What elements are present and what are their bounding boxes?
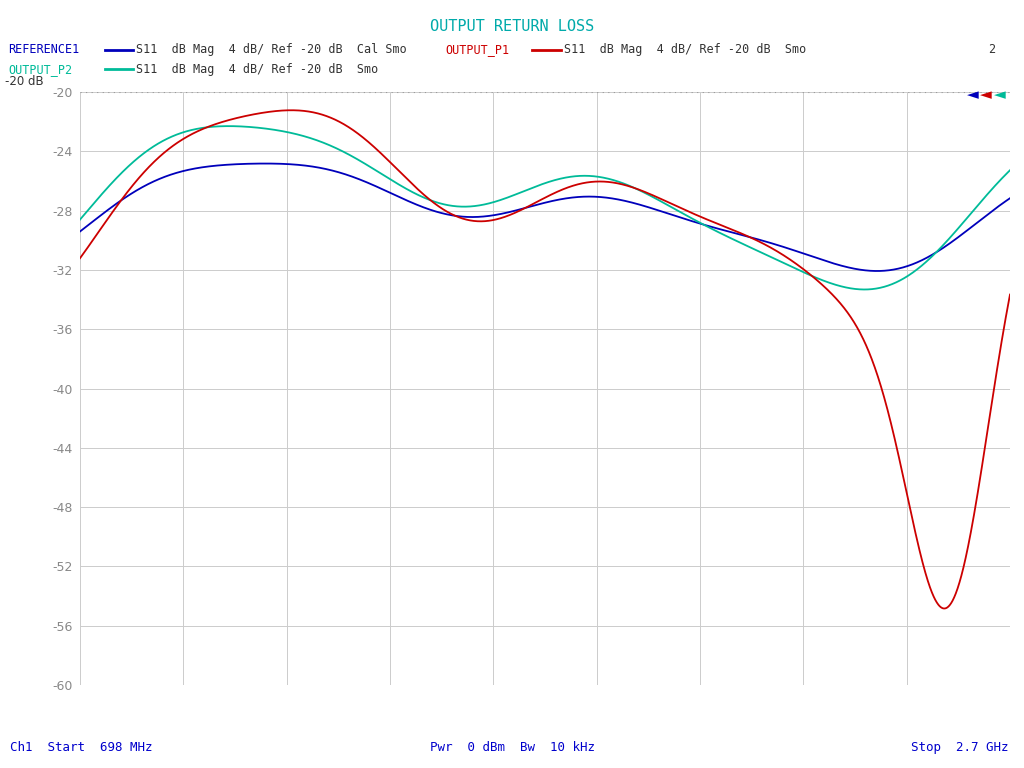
Text: Stop  2.7 GHz: Stop 2.7 GHz — [911, 741, 1009, 754]
Text: REFERENCE1: REFERENCE1 — [8, 44, 80, 56]
Text: Pwr  0 dBm  Bw  10 kHz: Pwr 0 dBm Bw 10 kHz — [430, 741, 595, 754]
Text: ◄: ◄ — [967, 87, 979, 102]
Text: OUTPUT RETURN LOSS: OUTPUT RETURN LOSS — [430, 19, 594, 35]
Text: S11  dB Mag  4 dB/ Ref -20 dB  Cal Smo: S11 dB Mag 4 dB/ Ref -20 dB Cal Smo — [136, 44, 407, 56]
Text: ◄: ◄ — [993, 87, 1006, 102]
Text: S11  dB Mag  4 dB/ Ref -20 dB  Smo: S11 dB Mag 4 dB/ Ref -20 dB Smo — [136, 63, 379, 75]
Text: Ch1  Start  698 MHz: Ch1 Start 698 MHz — [10, 741, 153, 754]
Text: ◄: ◄ — [980, 87, 992, 102]
Text: -20 dB: -20 dB — [5, 75, 44, 88]
Text: S11  dB Mag  4 dB/ Ref -20 dB  Smo: S11 dB Mag 4 dB/ Ref -20 dB Smo — [564, 44, 807, 56]
Text: 2: 2 — [988, 44, 995, 56]
Text: OUTPUT_P1: OUTPUT_P1 — [445, 44, 510, 56]
Text: OUTPUT_P2: OUTPUT_P2 — [8, 63, 73, 75]
